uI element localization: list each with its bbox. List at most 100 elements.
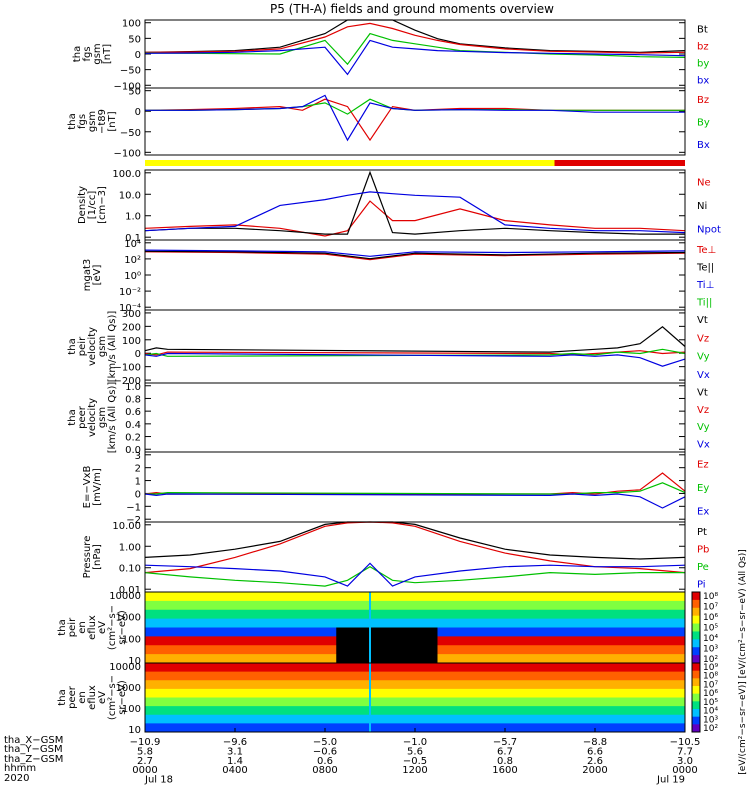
series-line-Bx [145,94,685,142]
legend-entry: Te⊥ [696,245,716,256]
y-tick-label: 100 [122,19,141,30]
panel-ylabel-line: en [77,691,88,704]
spectrogram-band [145,680,685,690]
y-tick-label: −50 [120,66,141,77]
legend-entry: Ti|| [696,297,712,308]
y-tick-label: 100 [122,634,141,645]
colorbar-tick-label: 10³ [703,645,718,655]
legend-entry: Npot [697,224,721,235]
x-tick-label: −8.8 [583,737,607,748]
panel-ylabel-line: eflux [87,615,98,640]
panel-fgs-gsm-t89: tha fgs gsm −t89 [nT] 50 0 −50 −100 Bz By Bx [67,87,710,160]
x-axis-row-labels: tha_X−GSM tha_Y−GSM tha_Z−GSM hhmm 2020 [4,735,64,783]
x-tick-label: 0000 [672,765,697,776]
panel-ylabel-line: tha [57,619,68,635]
y-tick-label: 0.4 [125,420,141,431]
colorbar-tick-label: 10⁴ [703,707,718,717]
legend-entry: Bx [697,140,710,151]
y-tick-label: 10⁻² [119,287,141,298]
colorbar-tick-label: 10² [703,655,718,665]
y-tick-label: 10 [128,656,141,667]
panel-ylabel-line: [1/cc] [87,191,98,220]
panel-ylabel-line: sr−eV) [117,610,128,645]
colorbar-tick-label: 10³ [703,715,718,725]
x-tick-label: 6.7 [497,746,513,757]
y-tick-label: 0 [135,489,141,500]
mode-bar-segment [554,160,685,166]
y-tick-label: 1000 [116,683,141,694]
y-tick-label: 200 [122,322,141,333]
colorbar-tick-label: 10² [703,724,718,734]
y-tick-label: 0.8 [125,394,141,405]
x-tick-label: 3.0 [677,756,693,767]
panel-ylabel-line: velocity [87,327,98,366]
spectrogram-band [145,706,685,716]
panel-ylabel-line: gsm [97,407,108,428]
y-tick-label: 0.01 [119,585,141,596]
spectrogram-band [145,714,685,724]
x-date-label: Jul 19 [656,775,685,786]
series-line-Vx [144,352,686,367]
y-tick-label: 1.0 [125,212,141,223]
legend-entry: Ez [697,460,709,471]
panel-frame [144,521,686,593]
legend-entry: By [697,118,710,129]
colorbar-tick-label: 10⁵ [703,624,718,634]
y-tick-label: 0.1 [125,233,141,244]
colorbar-band [692,709,700,718]
colorbar-tick-label: 10⁴ [703,634,718,644]
colorbar-band [692,599,700,609]
series-line-Ey [145,482,686,495]
y-tick-label: 10.00 [112,521,141,532]
x-row-label: hhmm [4,763,37,775]
y-tick-label: 100 [122,336,141,347]
legend-entry: Ti⊥ [696,280,714,291]
y-tick-label: 0.6 [125,407,141,418]
colorbar-tick-label: 10⁸ [703,672,718,682]
colorbar-tick-label: 10⁷ [703,680,718,690]
series-line-Ez [144,472,686,495]
series-line-Ex [144,493,686,509]
y-tick-label: 1000 [116,613,141,624]
y-tick-label: 0 [135,107,141,118]
y-tick-label: 1 [135,477,141,488]
y-tick-label: 50 [128,34,141,45]
y-tick-label: 0.2 [125,433,141,444]
x-tick-label: −9.6 [223,737,247,748]
colorbar-band [692,724,700,733]
panel-temperature: mgat3 [eV] 10⁴ 10² 10⁰ 10⁻² 10⁻⁴ Te⊥ Te|| Ti⊥ Ti|| [82,239,716,314]
panel-ylabel-line: Pressure [82,536,93,579]
legend-entry: Vt [697,388,708,399]
panel-peir-en-eflux: tha peir en eflux eV (cm²−s− sr−eV) 10000 1000 10… [57,591,686,667]
x-tick-label: 2000 [582,765,607,776]
figure-title: P5 (TH-A) fields and ground moments over… [270,2,554,16]
colorbar-band [692,647,700,656]
legend-entry: Vy [697,352,710,363]
legend-entry: by [697,59,709,70]
panel-ylabel-line: [mV/m] [92,468,103,506]
series-line-Ti⊥ [144,249,686,257]
y-tick-label: 10.0 [119,190,141,201]
panel-ylabel-line: tha [67,409,78,425]
y-tick-label: −1 [126,502,141,513]
y-tick-label: −200 [114,376,141,387]
y-tick-label: 3 [135,451,141,462]
series-line-Bt [144,19,686,53]
colorbar-band [692,623,700,632]
panel-ylabel-line: (cm²−s− [107,605,118,650]
x-row-label: tha_X−GSM [4,735,64,746]
legend-entry: Vx [697,370,710,381]
panel-ylabel-line: sr−eV) [117,680,128,715]
legend-entry: Bt [697,25,708,36]
x-tick-label: 2.7 [137,756,153,767]
panel-ylabel-line: tha [72,46,83,62]
series-line-Pi [144,562,686,587]
mode-bar-segment [145,160,555,166]
y-tick-label: 10⁻⁴ [119,303,141,314]
panel-ylabel-line: peer [67,685,78,709]
legend-entry: Te|| [696,262,714,273]
x-tick-label: 7.7 [677,746,693,757]
x-tick-label: 1600 [492,765,517,776]
y-tick-label: −100 [114,148,141,159]
panel-ylabel-line: mgat3 [82,259,93,292]
